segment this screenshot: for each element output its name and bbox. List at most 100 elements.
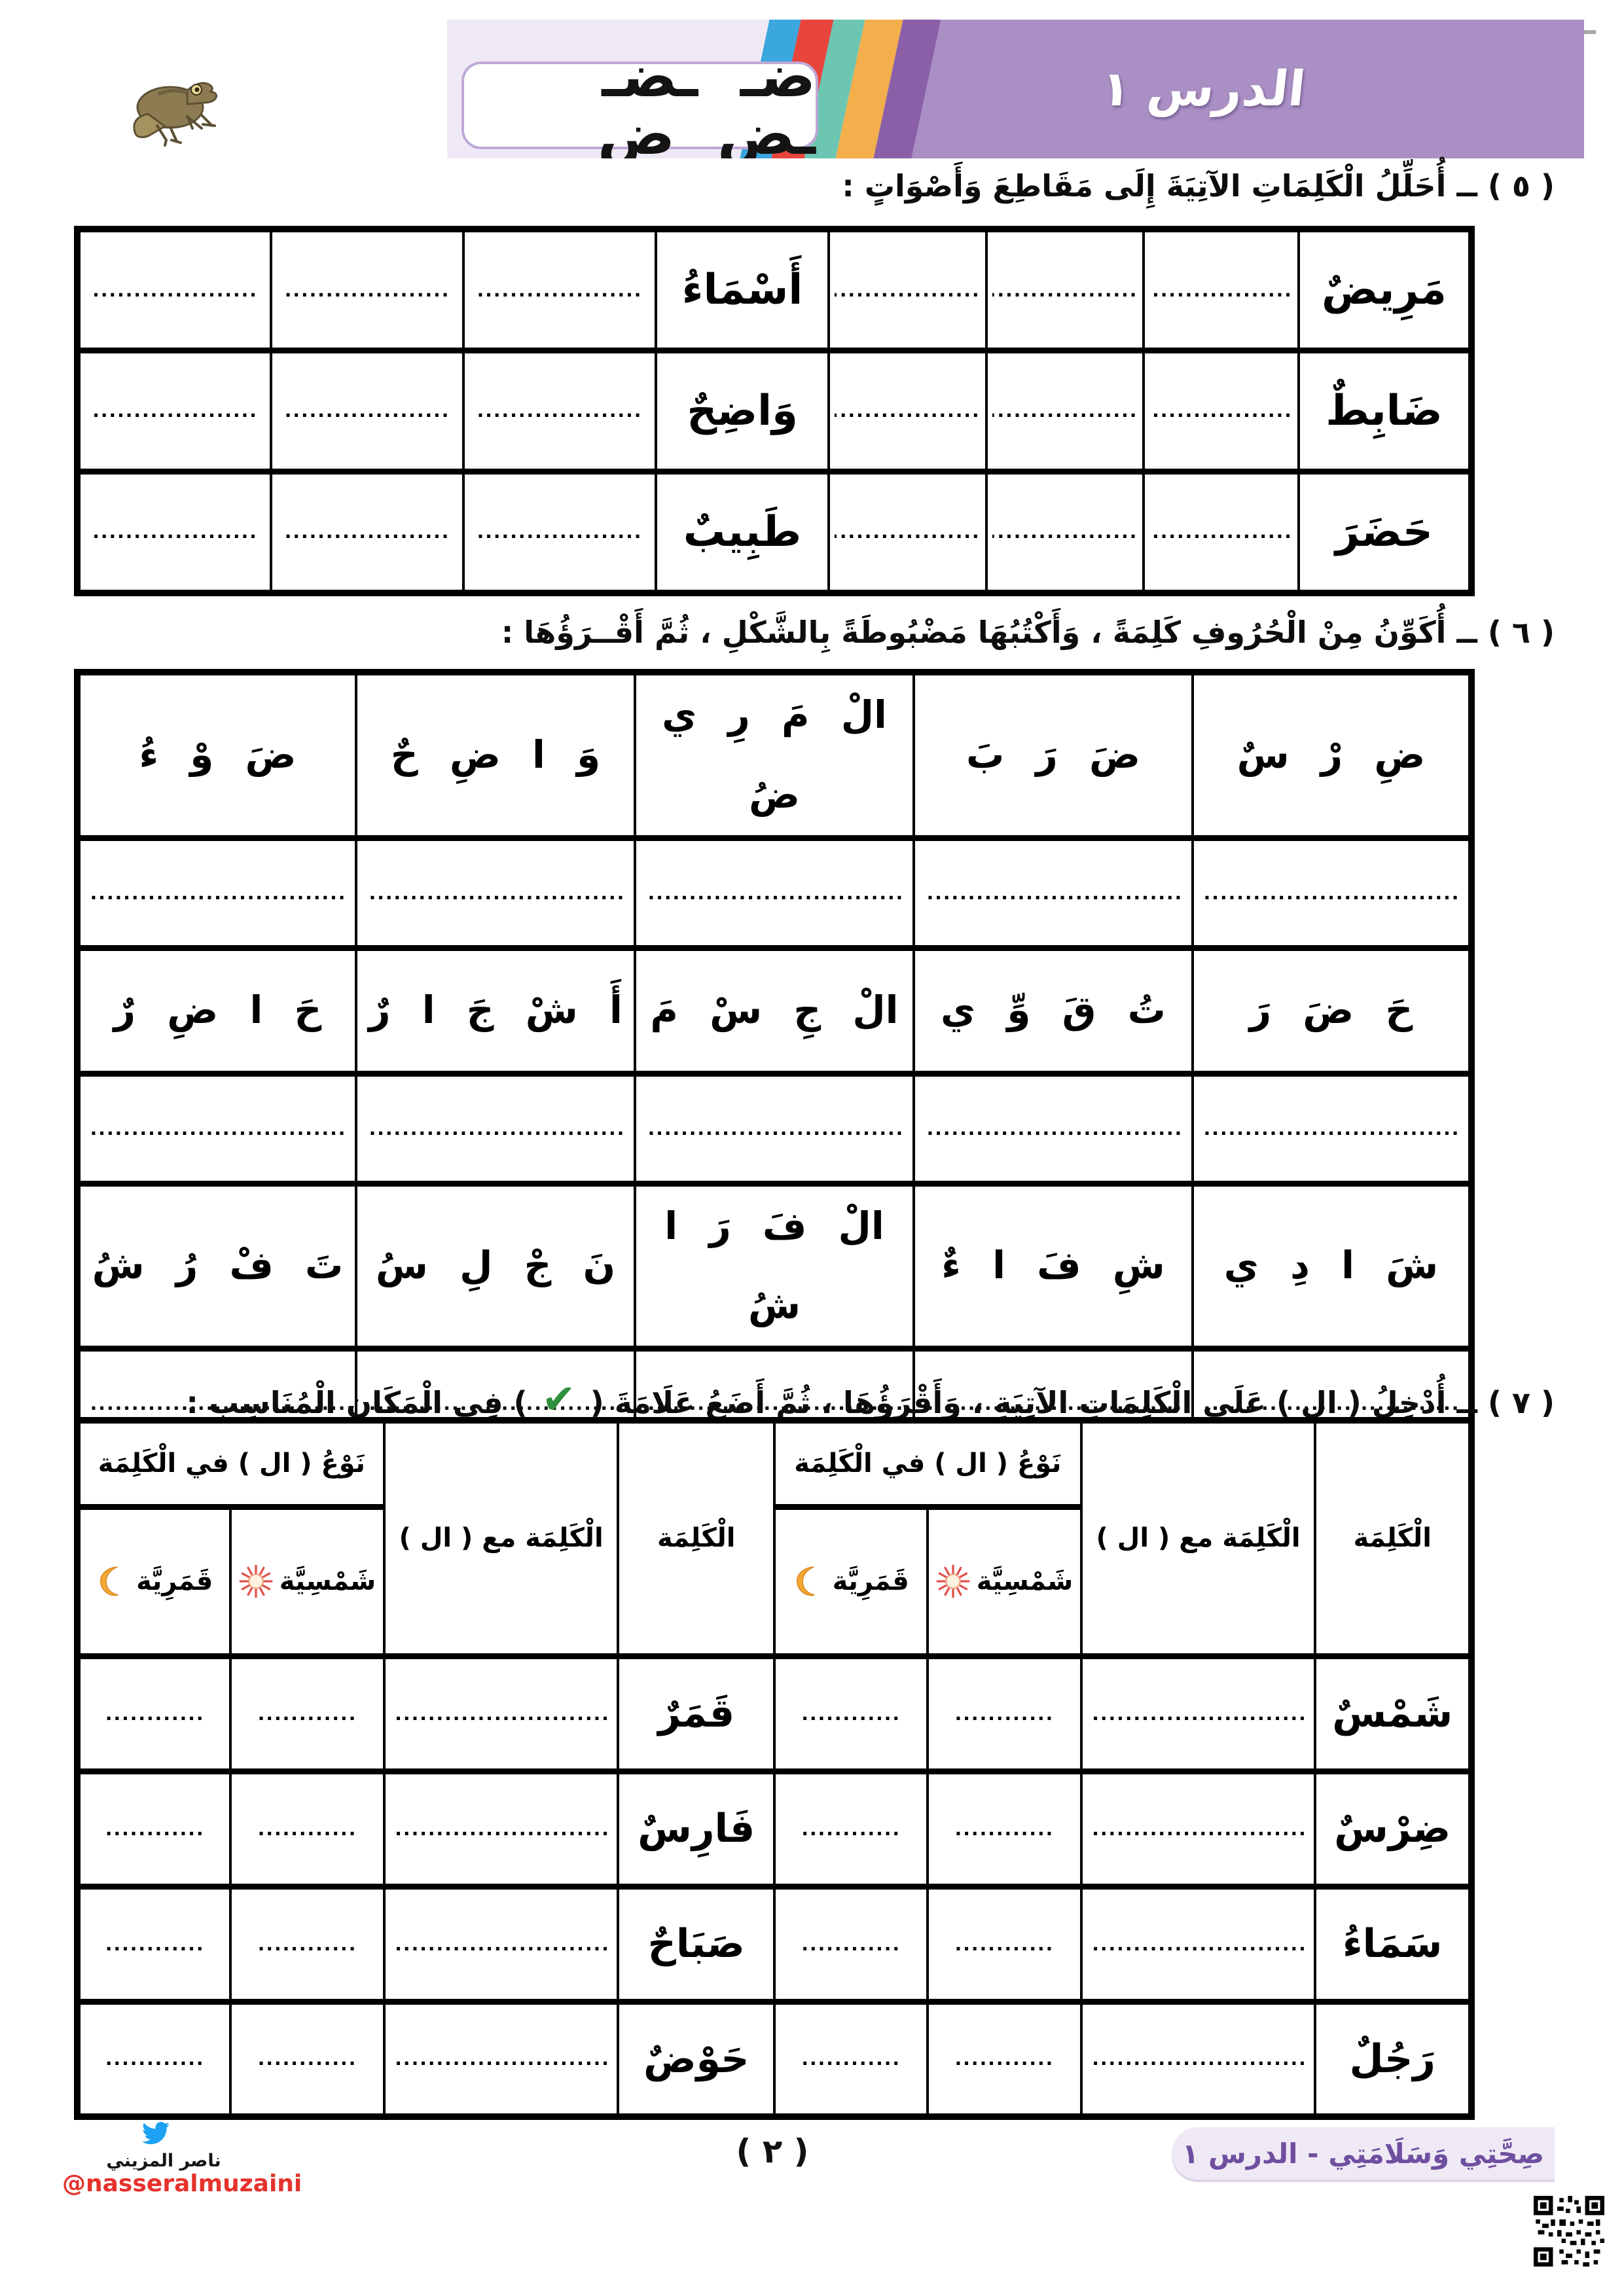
answer-blank[interactable]: .............................. [382, 1653, 620, 1774]
answer-blank[interactable]: .................... [1142, 226, 1300, 354]
answer-blank[interactable]: .................... [827, 348, 988, 475]
lesson-title: الدرس ١ [1098, 61, 1308, 117]
book-title-ribbon: صِحَّتِي وَسَلَامَتِي - الدرس ١ [1172, 2127, 1555, 2179]
answer-blank[interactable]: ........................................… [76, 834, 357, 951]
answer-blank[interactable]: .............................. [382, 1768, 620, 1890]
dotted-line: ............ [257, 1933, 357, 1955]
dotted-line: ........................................… [366, 1117, 626, 1139]
answer-blank[interactable]: ........................................… [1191, 834, 1473, 951]
dotted-line: ............ [801, 1702, 901, 1725]
exercise6-table: ضِ رْ سٌ ضَ رَ بَ الْ مَ رِ ي ضُ وَ ا ضِ… [74, 669, 1475, 1462]
crescent-moon-icon [100, 1566, 118, 1596]
answer-row: ........................................… [76, 834, 1473, 951]
letters-cell: حَ ا ضِ رٌ [76, 944, 357, 1077]
answer-blank[interactable]: .................... [270, 226, 465, 354]
answer-blank[interactable]: .................... [462, 348, 657, 475]
answer-blank[interactable]: ........................................… [634, 1070, 915, 1187]
answer-blank[interactable]: ........................................… [76, 1070, 357, 1187]
dotted-line: .................... [1149, 279, 1293, 301]
answer-blank[interactable]: .................... [462, 468, 657, 596]
answer-blank[interactable]: ........................................… [634, 834, 915, 951]
answer-blank[interactable]: ............ [773, 1653, 929, 1774]
answer-blank[interactable]: .............................. [1079, 1998, 1317, 2120]
answer-blank[interactable]: .................... [984, 348, 1146, 475]
answer-blank[interactable]: ............ [229, 1998, 386, 2120]
answer-blank[interactable]: .................... [984, 226, 1146, 354]
answer-blank[interactable]: ............ [229, 1768, 386, 1890]
answer-blank[interactable]: .................... [270, 348, 465, 475]
answer-blank[interactable]: ........................................… [912, 834, 1194, 951]
answer-blank[interactable]: ............ [75, 1998, 232, 2120]
answer-blank[interactable]: ............ [773, 1883, 929, 2005]
answer-blank[interactable]: ............ [926, 1768, 1083, 1890]
letters-row: شَ ا دِ ي شِ فَ ا ءٌ الْ فَ رَ ا شُ نَ ج… [76, 1180, 1473, 1352]
dotted-line: ............ [801, 1818, 901, 1840]
answer-blank[interactable]: ........................................… [912, 1070, 1194, 1187]
answer-blank[interactable]: ............ [926, 1653, 1083, 1774]
answer-blank[interactable]: ........................................… [355, 834, 636, 951]
letters-cell: أَ شْ جَ ا رٌ [355, 944, 636, 1077]
exercise7-instruction: ( ٧ ) ــ أُدْخِلُ ( ال ) عَلَى الْكَلِمَ… [74, 1367, 1555, 1431]
dotted-line: ............ [105, 2048, 205, 2070]
dotted-line: .................... [835, 521, 981, 543]
answer-blank[interactable]: .............................. [382, 1883, 620, 2005]
dotted-line: ............ [257, 1818, 357, 1840]
answer-blank[interactable]: ............ [229, 1883, 386, 2005]
letters-row: حَ ضَ رَ تُ قَ وِّ ي الْ جِ سْ مَ أَ شْ … [76, 944, 1473, 1077]
letters-cell: تُ قَ وِّ ي [912, 944, 1194, 1077]
answer-blank[interactable]: .............................. [382, 1998, 620, 2120]
answer-blank[interactable]: ........................................… [355, 1070, 636, 1187]
letters-cell: الْ مَ رِ ي ضُ [634, 669, 915, 841]
qamariya-label: قَمَرِيَّة [832, 1566, 909, 1596]
dotted-line: ........................................… [366, 882, 626, 904]
letters-cell: نَ جْ لِ سُ [355, 1180, 636, 1352]
answer-blank[interactable]: .................... [1142, 348, 1300, 475]
answer-blank[interactable]: ........................................… [1191, 1070, 1473, 1187]
answer-blank[interactable]: .................... [462, 226, 657, 354]
shamsiya-label: شَمْسِيَّة [279, 1566, 376, 1596]
dotted-line: .................... [1149, 400, 1293, 422]
table-row: ضَابِطٌ .................... ...........… [75, 348, 1473, 475]
answer-blank[interactable]: .............................. [1079, 1768, 1317, 1890]
dotted-line: ........................................… [366, 1392, 626, 1414]
answer-blank[interactable]: ............ [926, 1998, 1083, 2120]
answer-blank[interactable]: ............ [75, 1768, 232, 1890]
exercise5-table: مَرِيضٌ .................... ...........… [74, 226, 1475, 596]
answer-blank[interactable]: .................... [75, 226, 273, 354]
answer-blank[interactable]: ............ [75, 1883, 232, 2005]
dotted-line: .................... [477, 400, 643, 422]
word-cell: طَبِيبٌ [654, 468, 831, 596]
crescent-moon-icon [796, 1566, 815, 1596]
letters-cell: شَ ا دِ ي [1191, 1180, 1473, 1352]
dotted-line: ........................................… [924, 882, 1183, 904]
answer-blank[interactable]: .................... [1142, 468, 1300, 596]
table-row: رَجُلٌ .............................. ..… [75, 1998, 1473, 2120]
answer-blank[interactable]: .................... [827, 468, 988, 596]
answer-blank[interactable]: .................... [75, 348, 273, 475]
answer-blank[interactable]: ............ [773, 1998, 929, 2120]
answer-blank[interactable]: .................... [270, 468, 465, 596]
dotted-line: .................... [992, 521, 1138, 543]
answer-blank[interactable]: .................... [827, 226, 988, 354]
dotted-line: ........................................… [89, 1117, 347, 1139]
dotted-line: .............................. [1089, 1818, 1307, 1840]
frog-image [133, 82, 218, 147]
answer-blank[interactable]: ............ [773, 1768, 929, 1890]
answer-blank[interactable]: .............................. [1079, 1883, 1317, 2005]
answer-blank[interactable]: .................... [75, 468, 273, 596]
answer-blank[interactable]: .................... [984, 468, 1146, 596]
instruction-text: ) فِي الْمَكَانِ الْمُنَاسِبِ : [186, 1385, 538, 1420]
answer-blank[interactable]: ............ [926, 1883, 1083, 2005]
dotted-line: .............................. [1089, 2048, 1307, 2070]
answer-blank[interactable]: .............................. [1079, 1653, 1317, 1774]
answer-blank[interactable]: ............ [75, 1653, 232, 1774]
dotted-line: .............................. [1089, 1702, 1307, 1725]
word-cell: مَرِيضٌ [1297, 226, 1473, 354]
dotted-line: ........................................… [89, 882, 347, 904]
dotted-line: .............................. [1089, 1933, 1307, 1955]
word-cell: حَضَرَ [1297, 468, 1473, 596]
word-cell: وَاضِحٌ [654, 348, 831, 475]
word-cell: ضَابِطٌ [1297, 348, 1473, 475]
answer-blank[interactable]: ............ [229, 1653, 386, 1774]
